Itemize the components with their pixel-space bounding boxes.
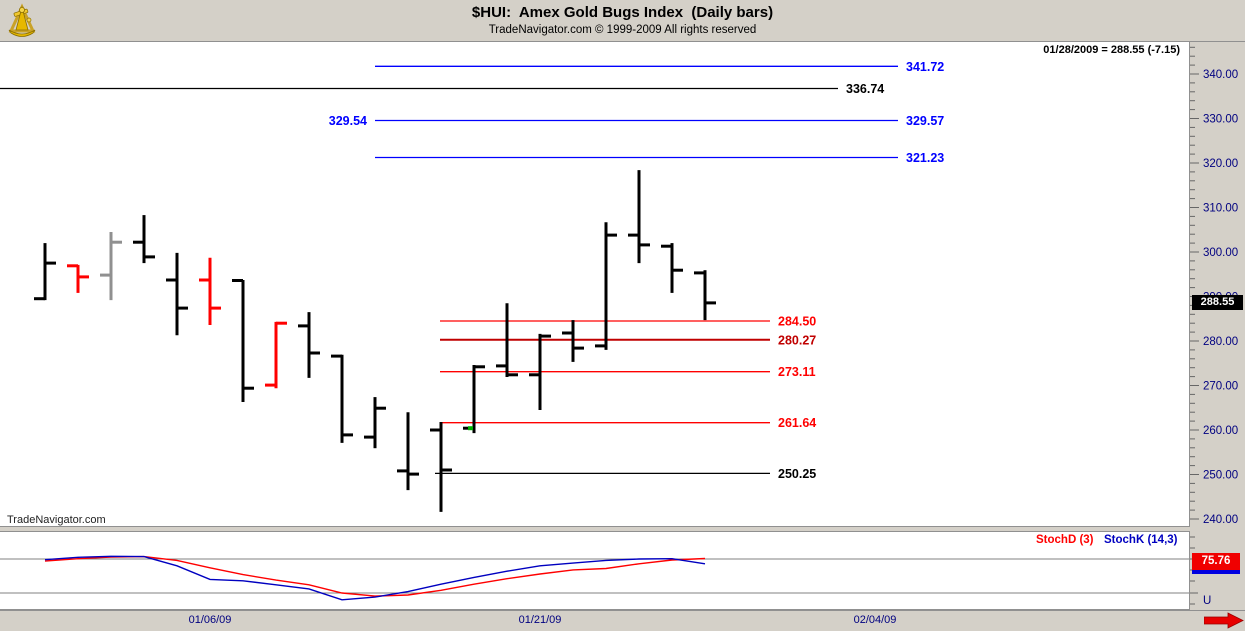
stochastic-panel: StochD (3) StochK (14,3) xyxy=(0,531,1190,610)
ohlc-bar xyxy=(628,170,650,264)
level-line-group[interactable]: 329.57 329.54 xyxy=(329,114,945,128)
ohlc-bar xyxy=(265,321,287,389)
level-line-group[interactable]: 273.11 xyxy=(440,365,816,379)
level-line-group[interactable]: 280.27 xyxy=(440,333,816,347)
price-chart-panel: 341.72 336.74 329.57 329.54 321.23 284.50 280.… xyxy=(0,42,1190,527)
level-label: 329.57 xyxy=(906,114,944,128)
stochk-legend-label[interactable]: StochK (14,3) xyxy=(1104,534,1178,546)
stochd-line xyxy=(44,555,706,597)
level-line-group[interactable]: 336.74 xyxy=(0,82,884,96)
ohlc-bar xyxy=(67,264,89,293)
level-line-group[interactable]: 321.23 xyxy=(375,151,944,165)
stoch-k-badge-edge xyxy=(1192,570,1240,574)
price-axis-label: 320.00 xyxy=(1203,158,1238,170)
level-line-group[interactable]: 250.25 xyxy=(435,467,816,481)
level-line-group[interactable]: 261.64 xyxy=(440,416,816,430)
stochk-line xyxy=(44,555,706,601)
ohlc-bar xyxy=(133,215,155,264)
stoch-value-badge: 75.76 xyxy=(1192,553,1240,570)
price-axis[interactable]: 340.00330.00320.00310.00300.00290.00280.… xyxy=(1190,42,1245,611)
ohlc-bar xyxy=(232,279,254,402)
level-label: 250.25 xyxy=(778,467,816,481)
price-axis-label: 280.00 xyxy=(1203,336,1238,348)
stochd-legend-label[interactable]: StochD (3) xyxy=(1036,534,1094,546)
price-axis-label: 250.00 xyxy=(1203,470,1238,482)
watermark: TradeNavigator.com xyxy=(7,514,106,526)
stochastic-canvas[interactable] xyxy=(0,531,1190,610)
ohlc-bar xyxy=(529,333,551,410)
price-axis-label: 330.00 xyxy=(1203,114,1238,126)
scroll-right-arrow[interactable] xyxy=(1203,612,1244,629)
stoch-axis-u-label: U xyxy=(1203,595,1212,607)
chart-header: $HUI: Amex Gold Bugs Index (Daily bars) … xyxy=(0,0,1245,42)
level-label: 321.23 xyxy=(906,151,944,165)
price-axis-label: 240.00 xyxy=(1203,514,1238,526)
ohlc-bar xyxy=(397,412,419,491)
ohlc-bar xyxy=(166,252,188,336)
level-label: 336.74 xyxy=(846,82,884,96)
copyright-subtitle: TradeNavigator.com © 1999-2009 All right… xyxy=(488,24,757,36)
ohlc-bar xyxy=(430,422,452,512)
date-label: 02/04/09 xyxy=(853,614,897,626)
ohlc-bar xyxy=(199,257,221,325)
signal-marker xyxy=(468,426,473,431)
date-label: 01/06/09 xyxy=(188,614,232,626)
price-axis-label: 300.00 xyxy=(1203,247,1238,259)
ohlc-bar xyxy=(298,312,320,378)
level-label: 341.72 xyxy=(906,60,944,74)
ohlc-bar xyxy=(364,397,386,449)
level-label: 273.11 xyxy=(778,365,816,379)
ohlc-bar xyxy=(661,243,683,293)
level-label: 280.27 xyxy=(778,333,816,347)
ohlc-bar xyxy=(331,354,353,443)
ohlc-bar xyxy=(496,303,518,377)
date-axis: 01/06/09 01/21/09 02/04/09 xyxy=(0,610,1245,631)
ohlc-bar xyxy=(34,243,56,301)
price-axis-label: 310.00 xyxy=(1203,203,1238,215)
ohlc-bar xyxy=(100,232,122,301)
level-label: 329.54 xyxy=(329,114,367,128)
level-line-group[interactable]: 341.72 xyxy=(375,60,944,74)
current-price-badge: 288.55 xyxy=(1192,295,1243,310)
price-axis-label: 260.00 xyxy=(1203,425,1238,437)
price-axis-label: 270.00 xyxy=(1203,381,1238,393)
chart-title: $HUI: Amex Gold Bugs Index (Daily bars) xyxy=(471,4,774,21)
ohlc-bar xyxy=(562,320,584,362)
last-bar-info: 01/28/2009 = 288.55 (-7.15) xyxy=(1043,44,1180,56)
price-chart-canvas[interactable]: 341.72 336.74 329.57 329.54 321.23 284.50 280.… xyxy=(0,42,1190,527)
date-label: 01/21/09 xyxy=(518,614,562,626)
ohlc-bar xyxy=(694,270,716,321)
level-line-group[interactable]: 284.50 xyxy=(440,315,816,329)
level-label: 261.64 xyxy=(778,416,816,430)
price-axis-label: 340.00 xyxy=(1203,69,1238,81)
level-label: 284.50 xyxy=(778,315,816,329)
ohlc-bar xyxy=(595,222,617,350)
sextant-logo-icon[interactable] xyxy=(4,3,40,39)
